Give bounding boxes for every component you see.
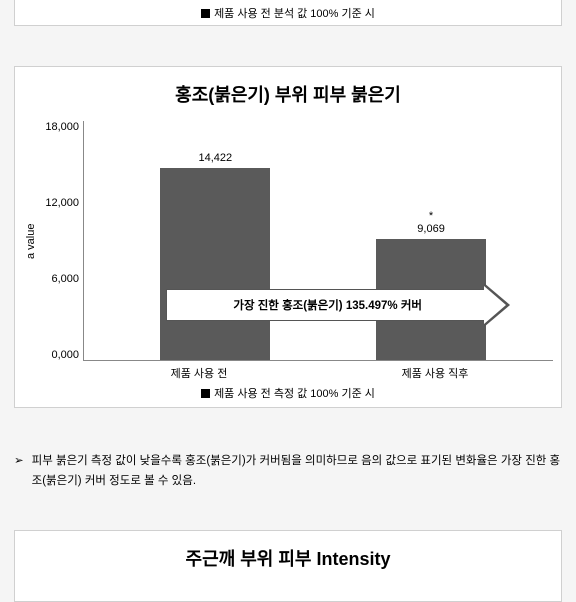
y-axis-label: a value — [23, 121, 39, 361]
bullet-icon: ➢ — [14, 452, 24, 491]
footnote-text: 피부 붉은기 측정 값이 낮을수록 홍조(붉은기)가 커버됨을 의미하므로 음의… — [32, 452, 562, 491]
top-legend: 제품 사용 전 분석 값 100% 기준 시 — [201, 5, 375, 21]
bar-value-label: *9,069 — [376, 210, 486, 236]
ytick: 18,000 — [39, 121, 79, 133]
top-legend-text: 제품 사용 전 분석 값 100% 기준 시 — [214, 5, 375, 21]
arrow-label: 가장 진한 홍조(붉은기) 135.497% 커버 — [166, 289, 484, 321]
next-section-box: 주근깨 부위 피부 Intensity — [14, 530, 562, 602]
coverage-arrow: 가장 진한 홍조(붉은기) 135.497% 커버 — [166, 286, 510, 324]
plot-area: a value 18,000 12,000 6,000 0,000 14,422… — [23, 121, 553, 361]
xtick: 제품 사용 전 — [81, 365, 317, 381]
xtick: 제품 사용 직후 — [317, 365, 553, 381]
ytick: 12,000 — [39, 197, 79, 209]
legend-square-icon — [201, 389, 210, 398]
footnote: ➢ 피부 붉은기 측정 값이 낮을수록 홍조(붉은기)가 커버됨을 의미하므로 … — [14, 452, 562, 491]
ytick: 0,000 — [39, 349, 79, 361]
legend-square-icon — [201, 9, 210, 18]
bar — [160, 168, 270, 360]
bar-value-label: 14,422 — [160, 152, 270, 165]
plot: 14,422 *9,069 가장 진한 홍조(붉은기) 135.497% 커버 — [83, 121, 553, 361]
arrow-head-icon — [484, 283, 510, 327]
next-section-title: 주근깨 부위 피부 Intensity — [186, 549, 391, 569]
chart-title: 홍조(붉은기) 부위 피부 붉은기 — [23, 81, 553, 107]
top-legend-box: 제품 사용 전 분석 값 100% 기준 시 — [14, 0, 562, 26]
y-ticks: 18,000 12,000 6,000 0,000 — [39, 121, 83, 361]
chart-legend-text: 제품 사용 전 측정 값 100% 기준 시 — [214, 385, 375, 401]
chart-legend: 제품 사용 전 측정 값 100% 기준 시 — [23, 385, 553, 401]
redness-chart-box: 홍조(붉은기) 부위 피부 붉은기 a value 18,000 12,000 … — [14, 66, 562, 408]
x-ticks: 제품 사용 전 제품 사용 직후 — [81, 365, 553, 381]
ytick: 6,000 — [39, 273, 79, 285]
